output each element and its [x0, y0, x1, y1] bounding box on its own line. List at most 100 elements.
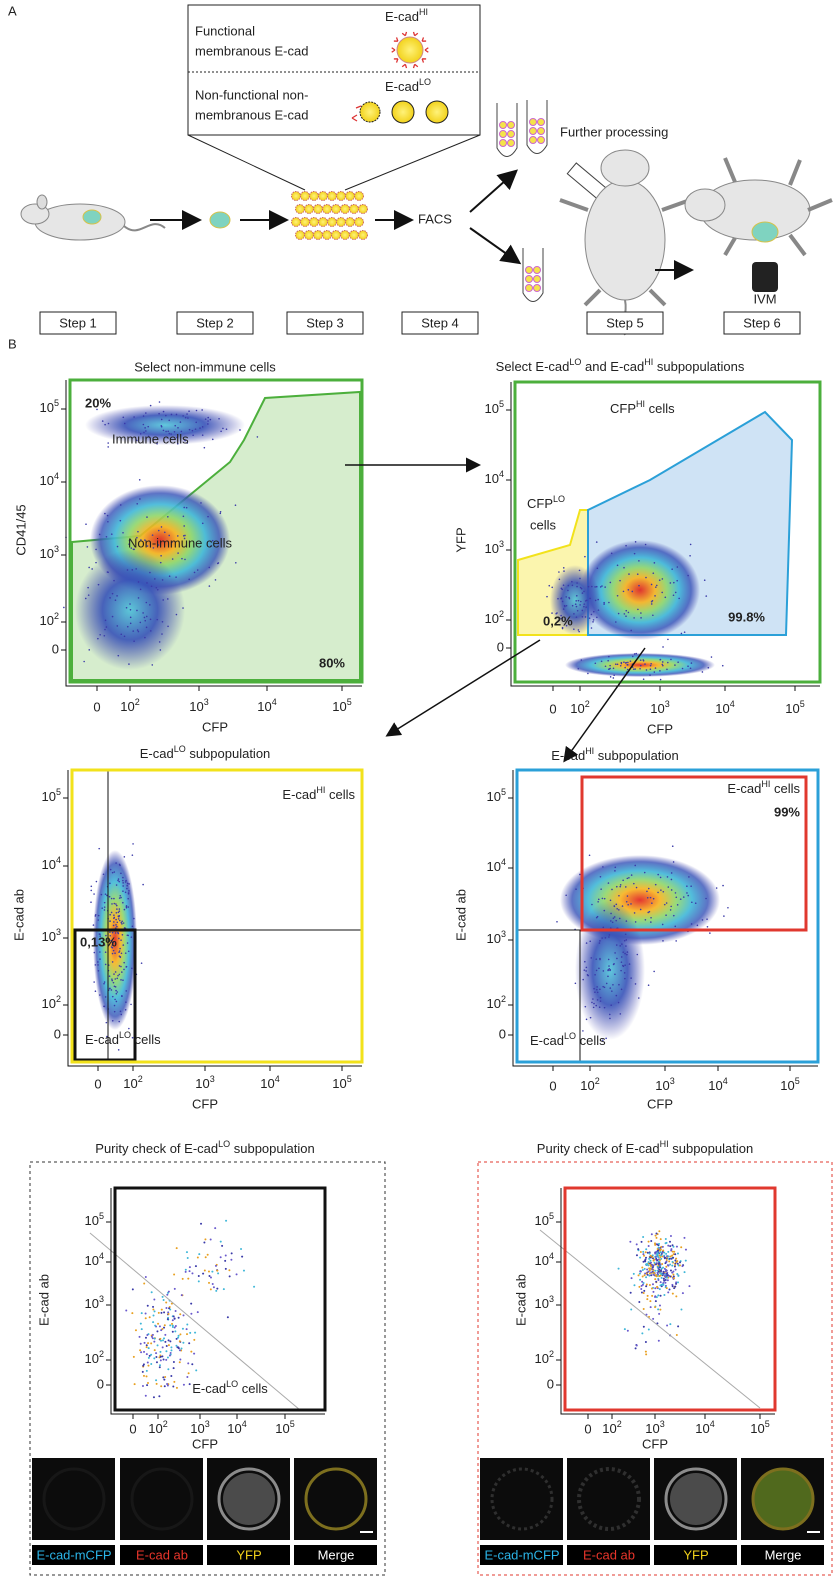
event — [143, 431, 145, 434]
text-part: 10 — [535, 1213, 549, 1228]
event — [573, 628, 575, 630]
event — [114, 971, 117, 973]
event — [173, 430, 176, 433]
gate-label: cells — [530, 517, 557, 532]
event — [630, 977, 632, 979]
y-tick-label: 0 — [52, 641, 59, 656]
gate — [73, 928, 137, 1062]
event — [642, 1325, 645, 1328]
event — [579, 604, 581, 606]
tile-label-bg — [741, 1545, 824, 1565]
event — [187, 417, 189, 419]
event — [696, 924, 699, 927]
event — [640, 1284, 643, 1287]
event — [621, 905, 624, 907]
text-part: 10 — [487, 996, 501, 1011]
event — [672, 1245, 675, 1248]
cell — [295, 230, 305, 240]
event — [201, 522, 204, 525]
event — [673, 1250, 676, 1253]
event — [93, 893, 95, 895]
cell-image — [217, 1467, 281, 1531]
event — [603, 601, 605, 604]
event — [652, 1317, 655, 1320]
event — [133, 416, 135, 418]
event — [85, 523, 87, 525]
event — [155, 1352, 158, 1355]
y-tick-label: 0 — [499, 1026, 506, 1041]
text-part: 10 — [42, 996, 56, 1011]
event — [631, 655, 634, 658]
event — [166, 1293, 169, 1296]
event — [674, 1268, 677, 1271]
event — [173, 1380, 176, 1383]
text-part: 10 — [655, 1078, 669, 1093]
event — [211, 1270, 214, 1273]
event — [662, 1249, 665, 1252]
event — [662, 1283, 665, 1286]
event — [701, 919, 704, 921]
text-part: LO — [569, 357, 581, 367]
event — [668, 1240, 671, 1243]
event — [627, 661, 629, 664]
event — [100, 893, 103, 896]
event — [596, 616, 598, 619]
event — [641, 1268, 644, 1271]
event — [674, 1259, 677, 1262]
y-axis-label: YFP — [453, 527, 468, 552]
event — [626, 1329, 629, 1332]
event — [188, 428, 191, 431]
event — [109, 931, 111, 934]
event — [624, 662, 627, 664]
event — [167, 1344, 170, 1347]
text-part: 10 — [275, 1421, 289, 1436]
event — [159, 649, 162, 651]
event — [211, 539, 214, 542]
event — [665, 1272, 668, 1275]
event — [115, 1000, 118, 1003]
event — [103, 1005, 105, 1008]
event — [564, 605, 566, 608]
event — [158, 1366, 161, 1369]
event — [108, 895, 111, 898]
y-tick-label: 104 — [85, 1251, 104, 1268]
text-part: 2 — [135, 697, 140, 707]
event — [110, 533, 113, 535]
event — [582, 1030, 584, 1032]
event — [641, 1280, 644, 1283]
event — [686, 885, 688, 887]
event — [234, 504, 237, 507]
event — [166, 598, 169, 600]
cell — [309, 191, 319, 201]
event — [619, 945, 622, 947]
event — [97, 637, 99, 640]
text-part: 3 — [670, 1076, 675, 1086]
event — [662, 1266, 665, 1269]
event — [118, 910, 121, 912]
event — [651, 1256, 654, 1259]
event — [604, 665, 607, 668]
event — [670, 872, 673, 874]
event — [117, 932, 120, 935]
event — [211, 1282, 214, 1285]
event — [109, 913, 111, 916]
event — [151, 534, 154, 536]
event — [601, 585, 603, 587]
event — [649, 1267, 652, 1270]
cell-image — [304, 1467, 368, 1531]
event — [643, 1289, 646, 1292]
plot-title: E-cadLO subpopulation — [140, 744, 271, 761]
event — [655, 1275, 658, 1278]
text-part: CFP — [527, 496, 553, 511]
text-part: 10 — [42, 929, 56, 944]
arrow — [469, 227, 522, 265]
event — [162, 429, 165, 432]
event — [584, 600, 587, 602]
event — [648, 1269, 651, 1272]
event — [585, 1018, 588, 1021]
event — [172, 1385, 175, 1388]
event — [199, 427, 201, 429]
event — [171, 1322, 174, 1325]
event — [168, 1354, 171, 1357]
event — [666, 668, 668, 671]
